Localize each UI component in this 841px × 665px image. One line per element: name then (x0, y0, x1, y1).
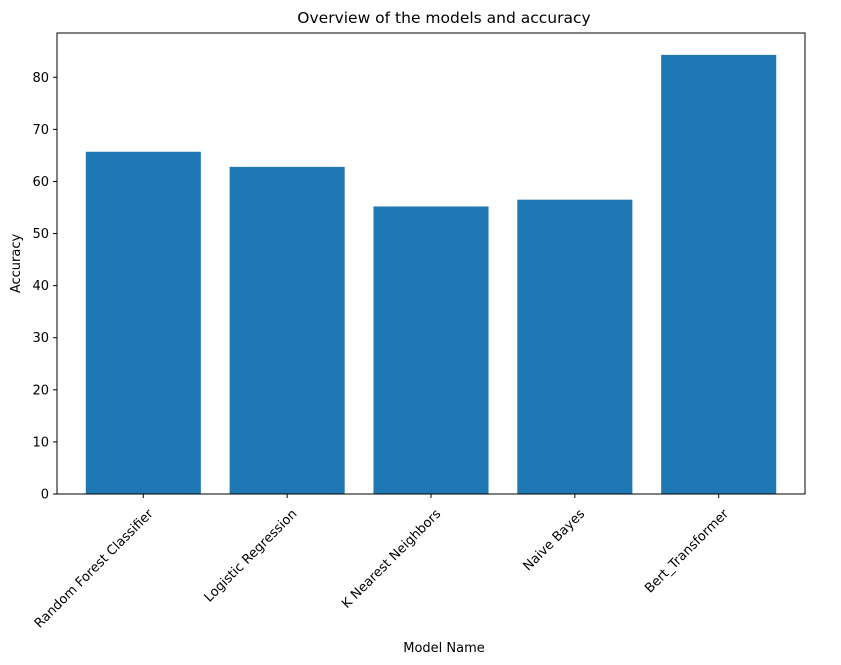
y-tick-label-3: 30 (32, 331, 49, 346)
x-tick-label-1: Logistic Regression (202, 507, 301, 606)
x-axis-label: Model Name (403, 641, 485, 656)
bar-2 (373, 206, 489, 495)
y-tick-label-1: 10 (32, 435, 49, 450)
x-tick-label-4: Bert_Transformer (642, 506, 732, 596)
y-tick-label-6: 60 (32, 175, 49, 190)
y-tick-label-0: 0 (41, 488, 49, 503)
y-axis-label: Accuracy (9, 234, 24, 294)
x-tick-label-3: Naive Bayes (521, 507, 589, 575)
y-tick-label-7: 70 (32, 123, 49, 138)
plot-frame (56, 32, 806, 495)
y-tick-label-5: 50 (32, 227, 49, 242)
x-tick-label-2: K Nearest Neighbors (339, 507, 444, 612)
y-tick-label-4: 40 (32, 279, 49, 294)
bar-0 (85, 151, 201, 494)
bar-4 (661, 54, 777, 495)
y-tick-label-2: 20 (32, 383, 49, 398)
bar-3 (517, 199, 633, 494)
x-tick-label-0: Random Forest Classifier (32, 506, 157, 631)
bars-group (85, 54, 777, 495)
x-axis-ticks: Random Forest Classifier Logistic Regress… (32, 494, 732, 631)
y-tick-label-8: 80 (32, 71, 49, 86)
bar-1 (229, 166, 345, 494)
y-axis-ticks: 0 10 20 30 40 50 60 70 80 (32, 71, 57, 503)
chart-title: Overview of the models and accuracy (297, 9, 590, 27)
